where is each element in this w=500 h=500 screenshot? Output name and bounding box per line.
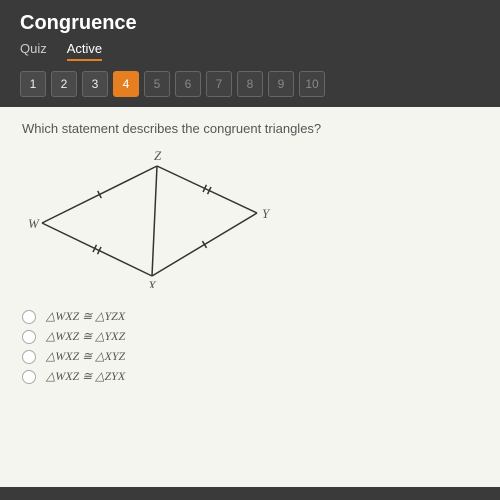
nav-btn-7[interactable]: 7 <box>206 71 232 97</box>
nav-btn-3[interactable]: 3 <box>82 71 108 97</box>
radio-icon <box>22 310 36 324</box>
radio-icon <box>22 330 36 344</box>
option-text: △WXZ ≅ △XYZ <box>46 349 125 364</box>
option-2[interactable]: △WXZ ≅ △YXZ <box>22 329 478 344</box>
tab-bar: Quiz Active <box>0 39 500 67</box>
quiz-screen: Congruence Quiz Active 12345678910 Which… <box>0 0 500 500</box>
tab-active[interactable]: Active <box>67 41 102 61</box>
nav-btn-5[interactable]: 5 <box>144 71 170 97</box>
content-area: Which statement describes the congruent … <box>0 107 500 487</box>
option-text: △WXZ ≅ △YXZ <box>46 329 125 344</box>
option-1[interactable]: △WXZ ≅ △YZX <box>22 309 478 324</box>
triangle-diagram: W Z X Y <box>22 148 282 288</box>
option-4[interactable]: △WXZ ≅ △ZYX <box>22 369 478 384</box>
question-text: Which statement describes the congruent … <box>22 121 478 136</box>
nav-btn-1[interactable]: 1 <box>20 71 46 97</box>
nav-btn-2[interactable]: 2 <box>51 71 77 97</box>
nav-btn-6[interactable]: 6 <box>175 71 201 97</box>
svg-text:Y: Y <box>262 206 271 221</box>
option-text: △WXZ ≅ △ZYX <box>46 369 125 384</box>
radio-icon <box>22 370 36 384</box>
tab-quiz[interactable]: Quiz <box>20 41 47 61</box>
svg-text:W: W <box>28 216 40 231</box>
answer-options: △WXZ ≅ △YZX △WXZ ≅ △YXZ △WXZ ≅ △XYZ △WXZ ≅ … <box>22 309 478 384</box>
page-title: Congruence <box>0 12 500 39</box>
nav-btn-8[interactable]: 8 <box>237 71 263 97</box>
nav-btn-10[interactable]: 10 <box>299 71 325 97</box>
option-3[interactable]: △WXZ ≅ △XYZ <box>22 349 478 364</box>
svg-text:Z: Z <box>154 148 162 163</box>
nav-btn-4[interactable]: 4 <box>113 71 139 97</box>
option-text: △WXZ ≅ △YZX <box>46 309 125 324</box>
radio-icon <box>22 350 36 364</box>
svg-text:X: X <box>147 278 157 288</box>
nav-btn-9[interactable]: 9 <box>268 71 294 97</box>
question-nav: 12345678910 <box>0 67 500 107</box>
